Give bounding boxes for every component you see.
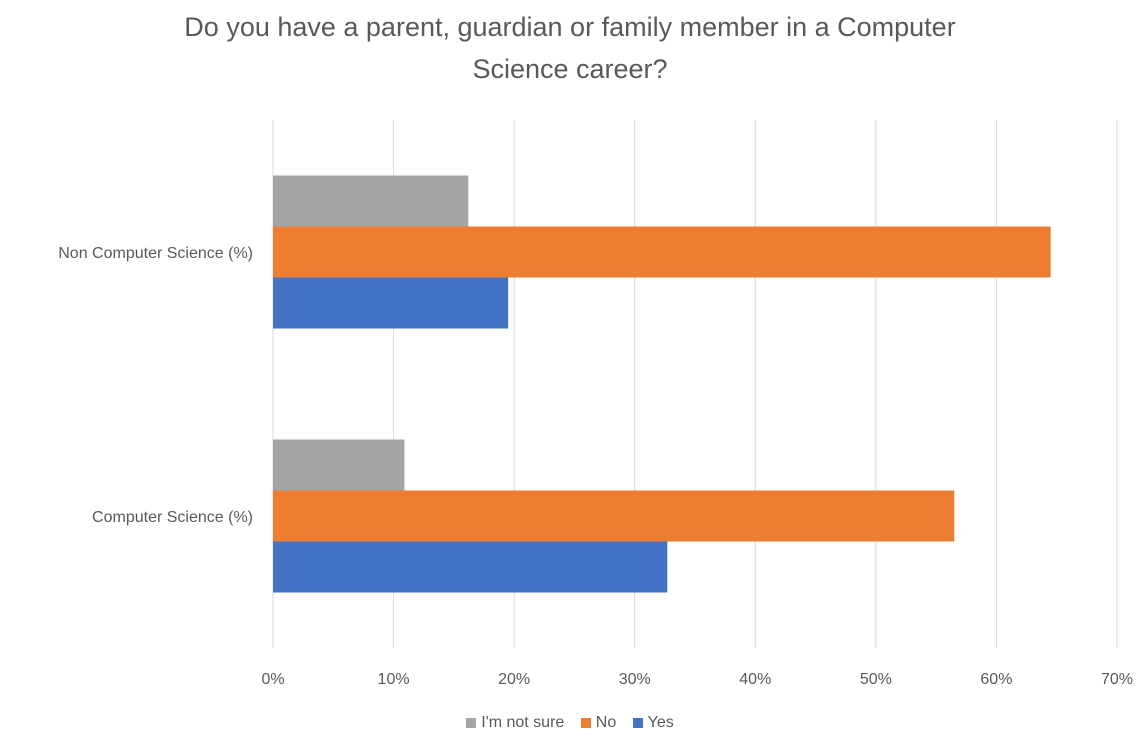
chart-title-line-2: Science career? bbox=[472, 54, 668, 84]
bar bbox=[273, 226, 1051, 278]
x-tick-label: 30% bbox=[619, 671, 651, 688]
legend-label-no: No bbox=[595, 714, 617, 731]
x-tick-label: 50% bbox=[860, 671, 892, 688]
legend-label-yes: Yes bbox=[647, 714, 674, 731]
x-tick-label: 20% bbox=[498, 671, 530, 688]
x-tick-label: 10% bbox=[378, 671, 410, 688]
legend: I'm not sure No Yes bbox=[0, 714, 1140, 733]
category-label: Non Computer Science (%) bbox=[58, 245, 253, 262]
bar bbox=[273, 541, 668, 593]
legend-label-not-sure: I'm not sure bbox=[481, 714, 565, 731]
bar bbox=[273, 439, 405, 491]
chart-title-line-1: Do you have a parent, guardian or family… bbox=[184, 12, 956, 42]
x-tick-label: 0% bbox=[261, 671, 284, 688]
category-label: Computer Science (%) bbox=[92, 509, 253, 526]
legend-item-not-sure: I'm not sure bbox=[466, 714, 564, 732]
legend-item-no: No bbox=[580, 714, 617, 732]
legend-swatch-no bbox=[580, 718, 591, 728]
legend-swatch-not-sure bbox=[466, 718, 477, 728]
legend-swatch-yes bbox=[632, 718, 643, 728]
bar bbox=[273, 277, 509, 329]
chart-title: Do you have a parent, guardian or family… bbox=[40, 6, 1100, 90]
bar bbox=[273, 490, 955, 542]
x-tick-label: 70% bbox=[1101, 671, 1133, 688]
x-tick-label: 60% bbox=[980, 671, 1012, 688]
bar bbox=[273, 175, 469, 227]
x-tick-label: 40% bbox=[739, 671, 771, 688]
legend-item-yes: Yes bbox=[632, 714, 674, 732]
